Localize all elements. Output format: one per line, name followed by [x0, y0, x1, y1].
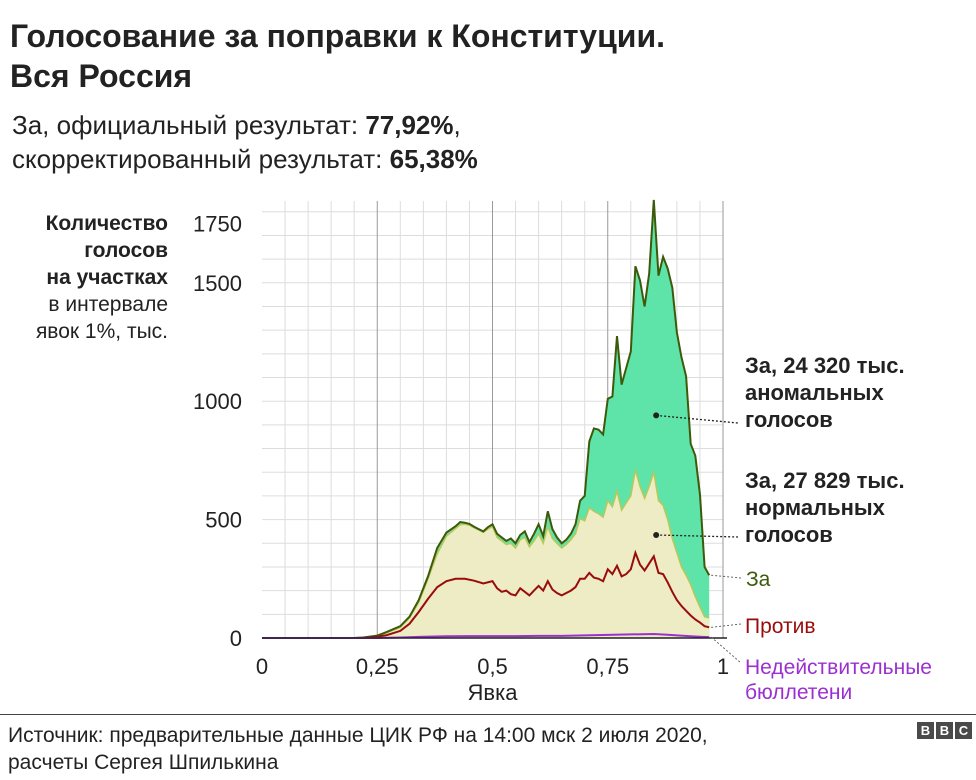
y-label-bold-1: Количество [45, 212, 168, 235]
footer-divider [0, 714, 976, 715]
chart-subtitle: За, официальный результат: 77,92%, скорр… [12, 108, 912, 176]
x-tick-label: 0,25 [356, 654, 399, 679]
y-label-normal-1: в интервале [48, 293, 168, 316]
source-note: Источник: предварительные данные ЦИК РФ … [8, 722, 888, 776]
y-tick-label: 1750 [193, 212, 242, 237]
annotation-leader [656, 414, 739, 424]
annotation-anomalous-line-3: голосов [745, 407, 833, 432]
bbc-logo-letter-1: B [917, 722, 934, 739]
legend-leader-for [711, 574, 742, 579]
annotation-anomalous-line-1: За, 24 320 тыс. [745, 353, 905, 378]
official-suffix: , [453, 110, 461, 140]
subtitle-line-2: скорректированный результат: 65,38% [12, 142, 912, 176]
bbc-logo: B B C [917, 722, 972, 739]
annotation-normal: За, 27 829 тыс. нормальных голосов [745, 467, 905, 548]
y-label-bold-3: на участках [46, 266, 168, 289]
chart-plot: 0 500 1000 1500 1750 0 0,25 0,5 0,75 1 Явка [193, 199, 742, 705]
legend-leader-against [711, 623, 742, 628]
y-tick-label: 1000 [193, 389, 242, 414]
title-line-1: Голосование за поправки к Конституции. [10, 18, 665, 54]
area-normal-votes [262, 469, 710, 638]
legend-invalid-line-2: бюллетени [745, 681, 853, 704]
annotation-leader [656, 534, 739, 538]
annotation-normal-line-2: нормальных [745, 495, 885, 520]
annotation-dot [653, 531, 660, 538]
legend-for: За [746, 567, 770, 592]
annotation-normal-line-1: За, 27 829 тыс. [745, 468, 905, 493]
x-tick-label: 0,5 [477, 654, 508, 679]
line-for [262, 199, 711, 639]
legend-for-label: За [746, 568, 771, 591]
corrected-value: 65,38% [389, 144, 478, 174]
line-against [262, 549, 710, 639]
bbc-logo-letter-2: B [936, 722, 953, 739]
annotation-normal-line-3: голосов [745, 522, 833, 547]
official-value: 77,92% [365, 110, 454, 140]
y-tick-label: 500 [205, 508, 242, 533]
annotation-anomalous: За, 24 320 тыс. аномальных голосов [745, 352, 905, 433]
bbc-logo-letter-3: C [955, 722, 972, 739]
annotation-anomalous-line-2: аномальных [745, 380, 884, 405]
legend-against: Против [745, 614, 816, 639]
title-line-2: Вся Россия [10, 58, 193, 94]
y-label-normal-2: явок 1%, тыс. [35, 320, 168, 343]
official-label: За, официальный результат: [12, 110, 366, 140]
legend-invalid: Недействительные бюллетени [745, 655, 932, 705]
y-label-bold-2: голосов [84, 239, 168, 262]
legend-against-label: Против [745, 615, 816, 638]
x-tick-label: 0,75 [586, 654, 629, 679]
line-invalid [262, 632, 710, 639]
subtitle-line-1: За, официальный результат: 77,92%, [12, 108, 912, 142]
legend-leader-invalid [710, 636, 742, 664]
chart-title: Голосование за поправки к Конституции. В… [10, 16, 970, 96]
y-axis-label: Количество голосов на участках в интерва… [0, 210, 168, 345]
corrected-label: скорректированный результат: [12, 144, 390, 174]
y-tick-label: 1500 [193, 271, 242, 296]
y-tick-label: 0 [230, 626, 242, 651]
x-tick-label: 0 [256, 654, 268, 679]
x-tick-label: 1 [717, 654, 729, 679]
legend-invalid-line-1: Недействительные [745, 656, 932, 679]
source-line-1: Источник: предварительные данные ЦИК РФ … [8, 724, 708, 747]
annotation-dot [653, 412, 660, 419]
source-line-2: расчеты Сергея Шпилькина [8, 751, 279, 774]
x-axis-title: Явка [468, 680, 519, 705]
line-normal-votes [262, 469, 710, 639]
